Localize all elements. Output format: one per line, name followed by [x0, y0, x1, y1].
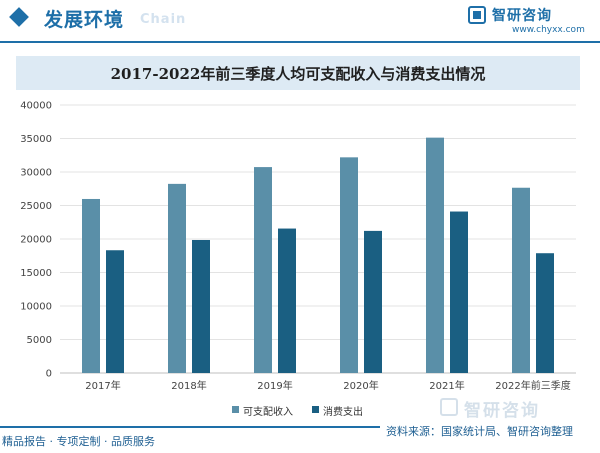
bar-income: [254, 167, 272, 373]
bar-income: [168, 183, 186, 373]
data-source: 资料来源：国家统计局、智研咨询整理: [386, 425, 573, 438]
y-tick-label: 40000: [20, 101, 52, 112]
watermark-text: 智研咨询: [464, 401, 540, 421]
y-tick-label: 15000: [20, 268, 52, 279]
watermark-logo: 智研咨询: [440, 396, 590, 421]
logo-icon: [468, 6, 486, 24]
chart-title: 2017-2022年前三季度人均可支配收入与消费支出情况: [110, 65, 486, 83]
chart-title-band: 2017-2022年前三季度人均可支配收入与消费支出情况: [16, 56, 580, 90]
y-tick-label: 20000: [20, 235, 52, 246]
section-subtitle: Chain: [140, 12, 187, 27]
footer-divider: [0, 426, 380, 428]
y-tick-label: 10000: [20, 302, 52, 313]
y-tick-label: 0: [46, 369, 52, 380]
legend-swatch-spending: [312, 406, 319, 413]
bar-spending: [106, 250, 124, 373]
x-tick-label: 2018年: [171, 379, 206, 392]
footer-tagline: 精品报告 · 专项定制 · 品质服务: [2, 435, 155, 448]
bar-income: [340, 157, 358, 373]
legend-label-spending: 消费支出: [323, 407, 363, 418]
x-tick-label: 2021年: [429, 379, 464, 392]
y-tick-label: 35000: [20, 134, 52, 145]
logo-url: www.chyxx.com: [512, 25, 585, 35]
bar-chart: 0 5000 10000 15000 20000 25000 30000 35000 40000…: [20, 101, 576, 392]
x-tick-label: 2020年: [343, 379, 378, 392]
page-header: 发展环境 Chain 智研咨询 www.chyxx.com: [0, 0, 600, 40]
bar-spending: [364, 230, 382, 373]
header-divider: [0, 41, 600, 43]
y-tick-label: 30000: [20, 168, 52, 179]
bar-income: [512, 187, 530, 373]
bar-spending: [536, 253, 554, 373]
bar-spending: [450, 211, 468, 373]
x-tick-label: 2022年前三季度: [495, 379, 570, 392]
legend-label-income: 可支配收入: [243, 407, 293, 418]
watermark-icon: [440, 398, 458, 416]
bar-spending: [278, 228, 296, 373]
legend-swatch-income: [232, 406, 239, 413]
x-tick-label: 2017年: [85, 379, 120, 392]
y-tick-label: 25000: [20, 201, 52, 212]
bar-spending: [192, 239, 210, 373]
y-tick-label: 5000: [27, 335, 52, 346]
logo-name: 智研咨询: [492, 8, 552, 24]
section-title: 发展环境: [44, 9, 125, 31]
bar-income: [82, 198, 100, 373]
bar-income: [426, 137, 444, 373]
x-tick-label: 2019年: [257, 379, 292, 392]
diamond-icon: [9, 7, 29, 27]
brand-logo: 智研咨询 www.chyxx.com: [468, 6, 598, 40]
